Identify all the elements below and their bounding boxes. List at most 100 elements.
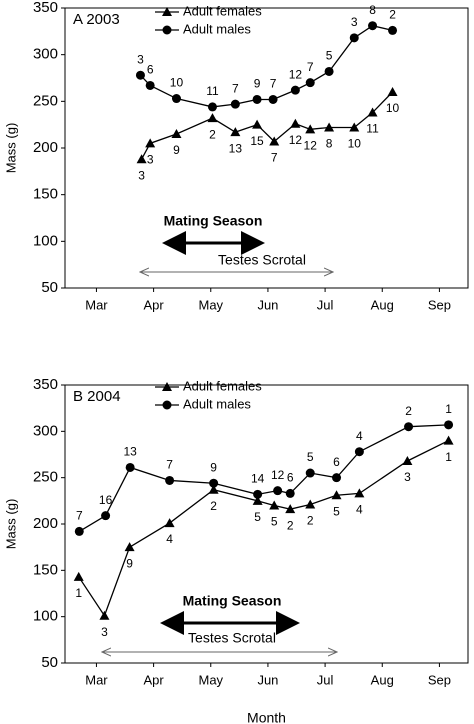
point-label: 10: [170, 76, 184, 90]
circle-marker: [290, 85, 300, 95]
x-tick-label: Apr: [143, 672, 164, 687]
circle-marker: [135, 70, 145, 80]
triangle-marker: [402, 455, 413, 465]
triangle-marker: [164, 518, 175, 528]
legend-label: Adult males: [183, 21, 251, 36]
point-label: 5: [271, 515, 278, 529]
x-tick-label: Sep: [428, 672, 451, 687]
legend-label: Adult females: [183, 3, 262, 18]
annotation: Mating Season: [183, 593, 282, 609]
circle-marker: [332, 473, 342, 483]
circle-marker: [388, 25, 398, 35]
panel-title: B 2004: [73, 388, 121, 405]
circle-marker: [230, 99, 240, 109]
point-label: 2: [405, 404, 412, 418]
point-label: 1: [75, 586, 82, 600]
x-tick-label: May: [198, 297, 223, 312]
triangle-marker: [171, 129, 182, 138]
x-axis-label: Month: [247, 710, 286, 724]
point-label: 9: [210, 460, 217, 474]
point-label: 13: [229, 141, 243, 155]
point-label: 8: [326, 137, 333, 151]
point-label: 5: [326, 49, 333, 63]
point-label: 12: [289, 67, 303, 81]
y-axis-label: Mass (g): [3, 123, 18, 174]
point-label: 12: [289, 133, 303, 147]
triangle-marker: [252, 495, 263, 505]
point-label: 2: [287, 518, 294, 532]
y-tick-label: 150: [33, 561, 58, 578]
triangle-marker: [305, 499, 316, 509]
point-label: 5: [307, 450, 314, 464]
point-label: 14: [251, 472, 265, 486]
triangle-marker: [269, 136, 280, 146]
x-tick-label: Mar: [85, 672, 108, 687]
y-tick-label: 150: [33, 186, 58, 203]
point-label: 5: [254, 510, 261, 524]
circle-marker: [349, 33, 359, 43]
legend-marker: [162, 7, 172, 16]
panel-title: A 2003: [73, 11, 120, 28]
circle-marker: [268, 94, 278, 104]
point-label: 7: [166, 458, 173, 472]
triangle-marker: [99, 610, 110, 620]
plot-frame: [64, 7, 469, 289]
triangle-marker: [305, 124, 316, 134]
x-tick-label: Sep: [428, 297, 451, 312]
triangle-marker: [324, 122, 335, 132]
point-label: 9: [173, 143, 180, 157]
circle-marker: [165, 475, 175, 485]
triangle-marker: [290, 118, 301, 128]
point-label: 3: [137, 52, 144, 66]
point-label: 10: [348, 137, 362, 151]
y-tick-label: 200: [33, 139, 58, 156]
triangle-marker: [349, 122, 360, 132]
point-label: 2: [210, 499, 217, 513]
legend-marker: [162, 25, 172, 35]
triangle-marker: [331, 490, 342, 500]
circle-marker: [368, 21, 378, 31]
point-label: 1: [445, 450, 452, 464]
y-tick-label: 250: [33, 469, 58, 486]
point-label: 9: [126, 556, 133, 570]
point-label: 12: [304, 139, 318, 153]
point-label: 4: [356, 503, 363, 517]
annotation: Testes Scrotal: [188, 630, 276, 646]
point-label: 15: [250, 134, 264, 148]
circle-marker: [171, 94, 181, 104]
y-tick-label: 350: [33, 376, 58, 393]
legend-marker: [162, 382, 172, 391]
point-label: 7: [271, 151, 278, 165]
triangle-marker: [367, 107, 378, 117]
point-label: 3: [138, 168, 145, 182]
point-label: 3: [147, 153, 154, 167]
triangle-marker: [387, 87, 398, 96]
y-tick-label: 100: [33, 232, 58, 249]
point-label: 10: [386, 101, 400, 115]
circle-marker: [145, 80, 155, 90]
point-label: 13: [123, 445, 137, 459]
y-tick-label: 300: [33, 422, 58, 439]
x-tick-label: Jun: [257, 672, 278, 687]
circle-marker: [305, 78, 315, 88]
x-tick-label: Mar: [85, 297, 108, 312]
point-label: 8: [369, 3, 376, 17]
circle-marker: [354, 447, 364, 457]
circle-marker: [252, 94, 262, 104]
triangle-marker: [354, 488, 365, 498]
point-label: 1: [445, 402, 452, 416]
y-axis-label: Mass (g): [3, 499, 18, 550]
point-label: 6: [287, 471, 294, 485]
x-tick-label: Jul: [317, 672, 334, 687]
point-label: 2: [389, 8, 396, 22]
point-label: 2: [209, 127, 216, 141]
point-label: 7: [270, 77, 277, 91]
triangle-marker: [208, 484, 219, 494]
circle-marker: [74, 526, 84, 536]
triangle-marker: [136, 154, 147, 164]
point-label: 16: [99, 493, 113, 507]
triangle-marker: [252, 119, 263, 129]
point-label: 3: [351, 15, 358, 29]
x-tick-label: May: [198, 672, 223, 687]
